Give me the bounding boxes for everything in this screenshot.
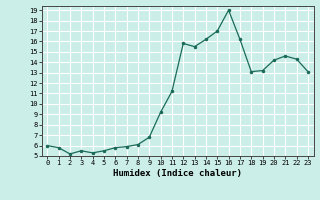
X-axis label: Humidex (Indice chaleur): Humidex (Indice chaleur)	[113, 169, 242, 178]
